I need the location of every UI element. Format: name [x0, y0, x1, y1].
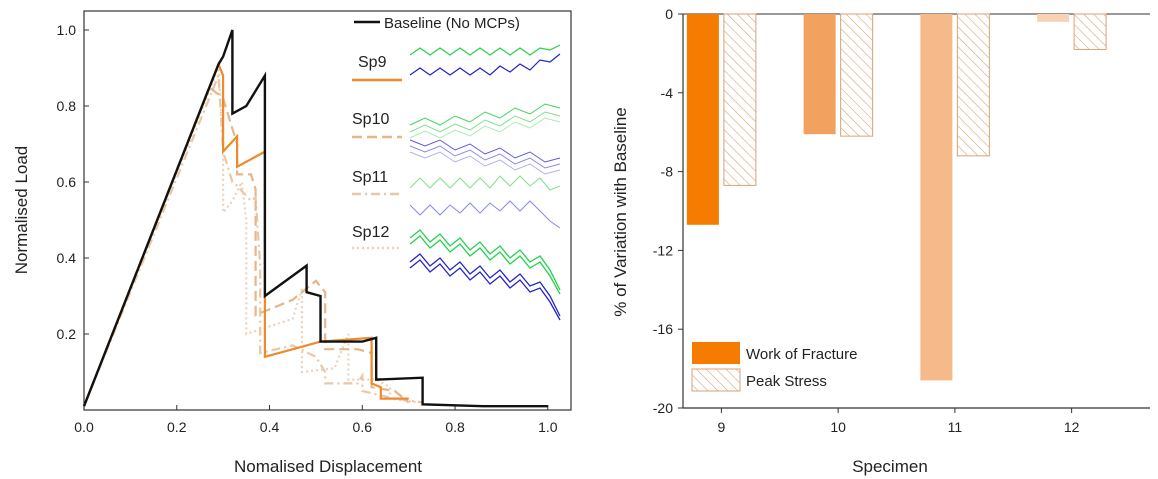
right-y-tick-label: -8 — [661, 164, 674, 180]
bar-peak-stress-10 — [840, 13, 874, 137]
bar-work-of-fracture-10 — [803, 14, 836, 135]
bar-work-of-fracture-9 — [686, 14, 719, 225]
left-x-tick-label: 0.4 — [260, 419, 280, 435]
right-x-axis-label: Specimen — [852, 457, 928, 476]
legend-label-sp10: Sp10 — [352, 111, 389, 128]
left-y-tick-label: 0.8 — [57, 98, 77, 114]
right-x-tick-label: 11 — [948, 419, 963, 435]
right-y-axis-label: % of Variation with Baseline — [611, 107, 630, 316]
legend-label-peak-stress: Peak Stress — [746, 373, 827, 390]
left-x-tick-label: 0.6 — [353, 419, 373, 435]
bar-peak-stress-12 — [1073, 13, 1107, 50]
left-y-axis-label: Normalised Load — [12, 146, 31, 275]
left-y-tick-label: 0.4 — [57, 250, 77, 266]
left-x-tick-label: 1.0 — [538, 419, 558, 435]
right-y-tick-label: -20 — [653, 400, 673, 416]
right-x-tick-label: 10 — [830, 419, 846, 435]
legend-label-baseline: Baseline (No MCPs) — [384, 15, 520, 32]
left-x-axis-label: Nomalised Displacement — [234, 457, 422, 476]
left-plot-frame — [83, 10, 572, 411]
right-y-tick-label: -4 — [661, 85, 674, 101]
left-y-tick-label: 0.6 — [57, 174, 77, 190]
left-x-tick-label: 0.8 — [445, 419, 465, 435]
left-x-tick-label: 0.0 — [74, 419, 94, 435]
right-y-tick-label: -12 — [653, 242, 673, 258]
legend-label-sp12: Sp12 — [352, 224, 389, 241]
line-series-sp10 — [82, 85, 410, 407]
sp9-pattern-inset — [409, 44, 561, 76]
legend-label-sp11: Sp11 — [352, 169, 388, 186]
left-x-tick-label: 0.2 — [167, 419, 187, 435]
sp10-pattern-inset — [409, 103, 561, 175]
bar-peak-stress-9 — [723, 13, 757, 186]
bar-peak-stress-11 — [956, 13, 990, 157]
line-series-sp12 — [82, 67, 419, 407]
bar-work-of-fracture-12 — [1037, 14, 1070, 22]
legend-label-sp9: Sp9 — [358, 54, 387, 71]
left-y-tick-label: 1.0 — [57, 22, 77, 38]
right-x-tick-label: 12 — [1064, 419, 1080, 435]
line-series-sp11 — [82, 75, 423, 407]
left-legend: Baseline (No MCPs) Sp9 Sp10 Sp11 Sp12 — [352, 15, 520, 250]
variation-bar-chart: 0 -4 -8 -12 -16 -20 9 10 11 12 Work of Fracture Pe… — [611, 6, 1150, 476]
right-x-tick-label: 9 — [717, 419, 725, 435]
load-displacement-chart: 0.0 0.2 0.4 0.6 0.8 1.0 0.2 0.4 0.6 0.8 1.0 — [12, 10, 572, 476]
sp12-pattern-inset — [409, 229, 561, 321]
line-series-baseline-no-mcps — [82, 29, 548, 408]
left-y-tick-label: 0.2 — [57, 326, 77, 342]
right-legend: Work of Fracture Peak Stress — [691, 342, 857, 392]
bar-work-of-fracture-11 — [920, 14, 953, 381]
right-y-tick-label: -16 — [653, 321, 673, 337]
legend-swatch-peak-stress — [691, 368, 741, 392]
micro-pattern-insets — [409, 44, 561, 321]
legend-label-work-of-fracture: Work of Fracture — [746, 346, 857, 363]
sp11-pattern-inset — [409, 175, 561, 229]
right-y-tick-label: 0 — [665, 6, 673, 22]
legend-swatch-work-of-fracture — [692, 342, 740, 364]
